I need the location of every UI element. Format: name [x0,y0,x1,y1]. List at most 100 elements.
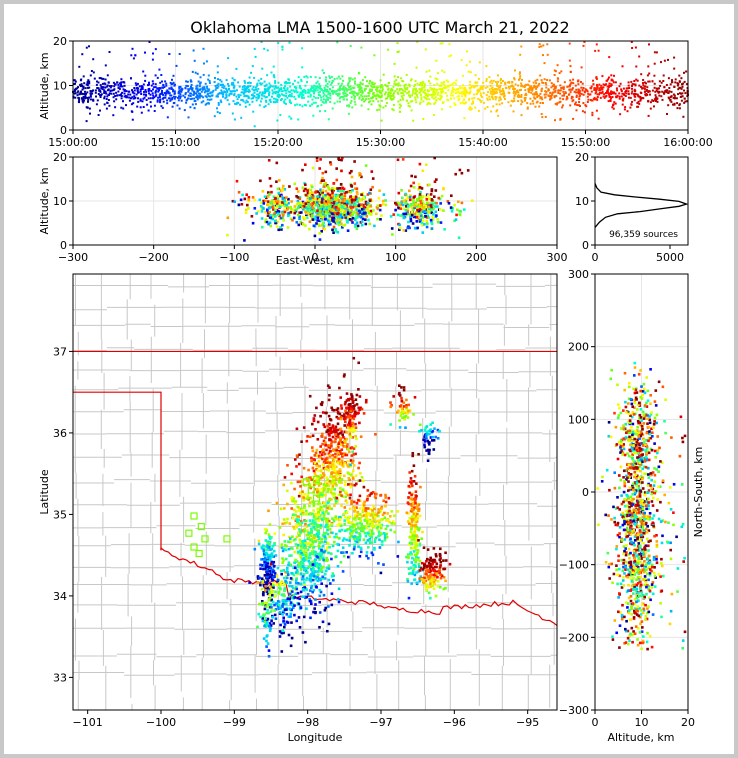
alt-time-point [353,100,356,103]
alt-time-point [296,103,299,106]
alt-time-point [200,101,203,104]
alt-time-point [319,94,322,97]
alt-time-point [683,89,685,92]
alt-time-point [541,98,544,101]
map-source-point [311,539,315,542]
alt-time-point [424,96,427,99]
map-source-point [269,562,273,566]
alt-time-point [450,54,453,57]
alt-time-point [300,87,302,90]
alt-time-point [627,81,630,84]
alt-time-point [347,83,350,86]
map-source-point [438,571,441,575]
map-source-point [331,485,335,488]
alt-time-point [574,101,577,104]
alt-time-point [304,84,307,87]
alt-time-point [152,94,155,97]
alt-time-point [653,82,656,85]
map-source-point [321,411,325,414]
map-source-point [269,566,273,570]
map-source-point [407,596,411,600]
alt-time-point [420,88,423,91]
alt-time-point [501,90,503,92]
map-source-point [404,426,407,429]
alt-time-point [575,96,578,98]
alt-time-point [167,90,169,93]
alt-time-point [365,95,368,98]
alt-time-point [519,95,522,98]
map-source-point [313,483,316,487]
map-source-point [294,500,298,503]
map-source-point [261,617,264,620]
map-source-point [284,608,287,611]
map-source-point [322,558,325,562]
map-source-point [289,615,292,618]
alt-time-point [413,85,416,88]
alt-time-point [165,91,168,94]
map-source-point [352,469,355,473]
alt-time-point [247,97,250,100]
alt-time-point [586,95,589,98]
map-source-point [287,540,290,543]
map-source-point [347,424,351,427]
map-source-point [283,584,287,587]
map-source-point [434,594,438,598]
map-source-point [345,406,348,410]
alt-time-point [181,88,183,91]
map-source-point [348,544,351,547]
alt-time-point [346,89,349,91]
alt-time-point [419,91,422,94]
alt-time-point [191,70,194,73]
alt-time-point [251,93,254,96]
alt-time-point [440,81,443,84]
alt-time-point [501,87,504,90]
alt-time-point [358,96,361,99]
alt-time-point [98,94,101,97]
alt-time-point [592,98,595,100]
alt-time-point [132,57,135,60]
map-source-point [299,547,303,550]
map-source-point [264,528,267,531]
alt-time-point [276,119,279,122]
map-source-point [316,487,319,491]
map-source-point [286,573,290,576]
alt-time-point [412,119,415,122]
alt-time-point [624,90,627,93]
map-source-point [311,540,314,544]
alt-time-point [173,97,176,100]
alt-time-point [266,74,269,77]
alt-time-point [238,85,241,88]
alt-time-point [460,59,463,61]
map-source-point [311,512,314,516]
alt-time-point [591,111,594,114]
map-source-point [259,615,262,619]
map-source-point [338,529,341,533]
alt-time-point [131,89,133,92]
alt-time-point [358,97,361,100]
alt-time-point [143,93,145,96]
alt-time-point [288,99,291,102]
map-source-point [418,430,421,433]
map-source-point [323,425,326,429]
map-source-point [348,496,352,500]
map-source-point [303,566,306,570]
map-source-point [429,582,432,585]
alt-time-point [314,101,317,104]
map-source-point [425,583,428,587]
map-source-point [356,513,360,516]
alt-time-point [595,97,598,100]
alt-time-point [674,78,677,81]
map-source-point [315,565,319,568]
map-source-point [277,583,280,586]
alt-time-point [630,103,633,106]
alt-time-point [639,97,642,100]
alt-time-point [401,92,404,95]
alt-time-point [326,82,329,85]
map-source-point [345,501,349,504]
alt-time-point [534,79,537,82]
map-source-point [316,539,319,542]
alt-time-point [263,92,266,95]
alt-time-point [444,92,447,94]
map-source-point [340,494,343,497]
alt-time-point [436,78,439,81]
